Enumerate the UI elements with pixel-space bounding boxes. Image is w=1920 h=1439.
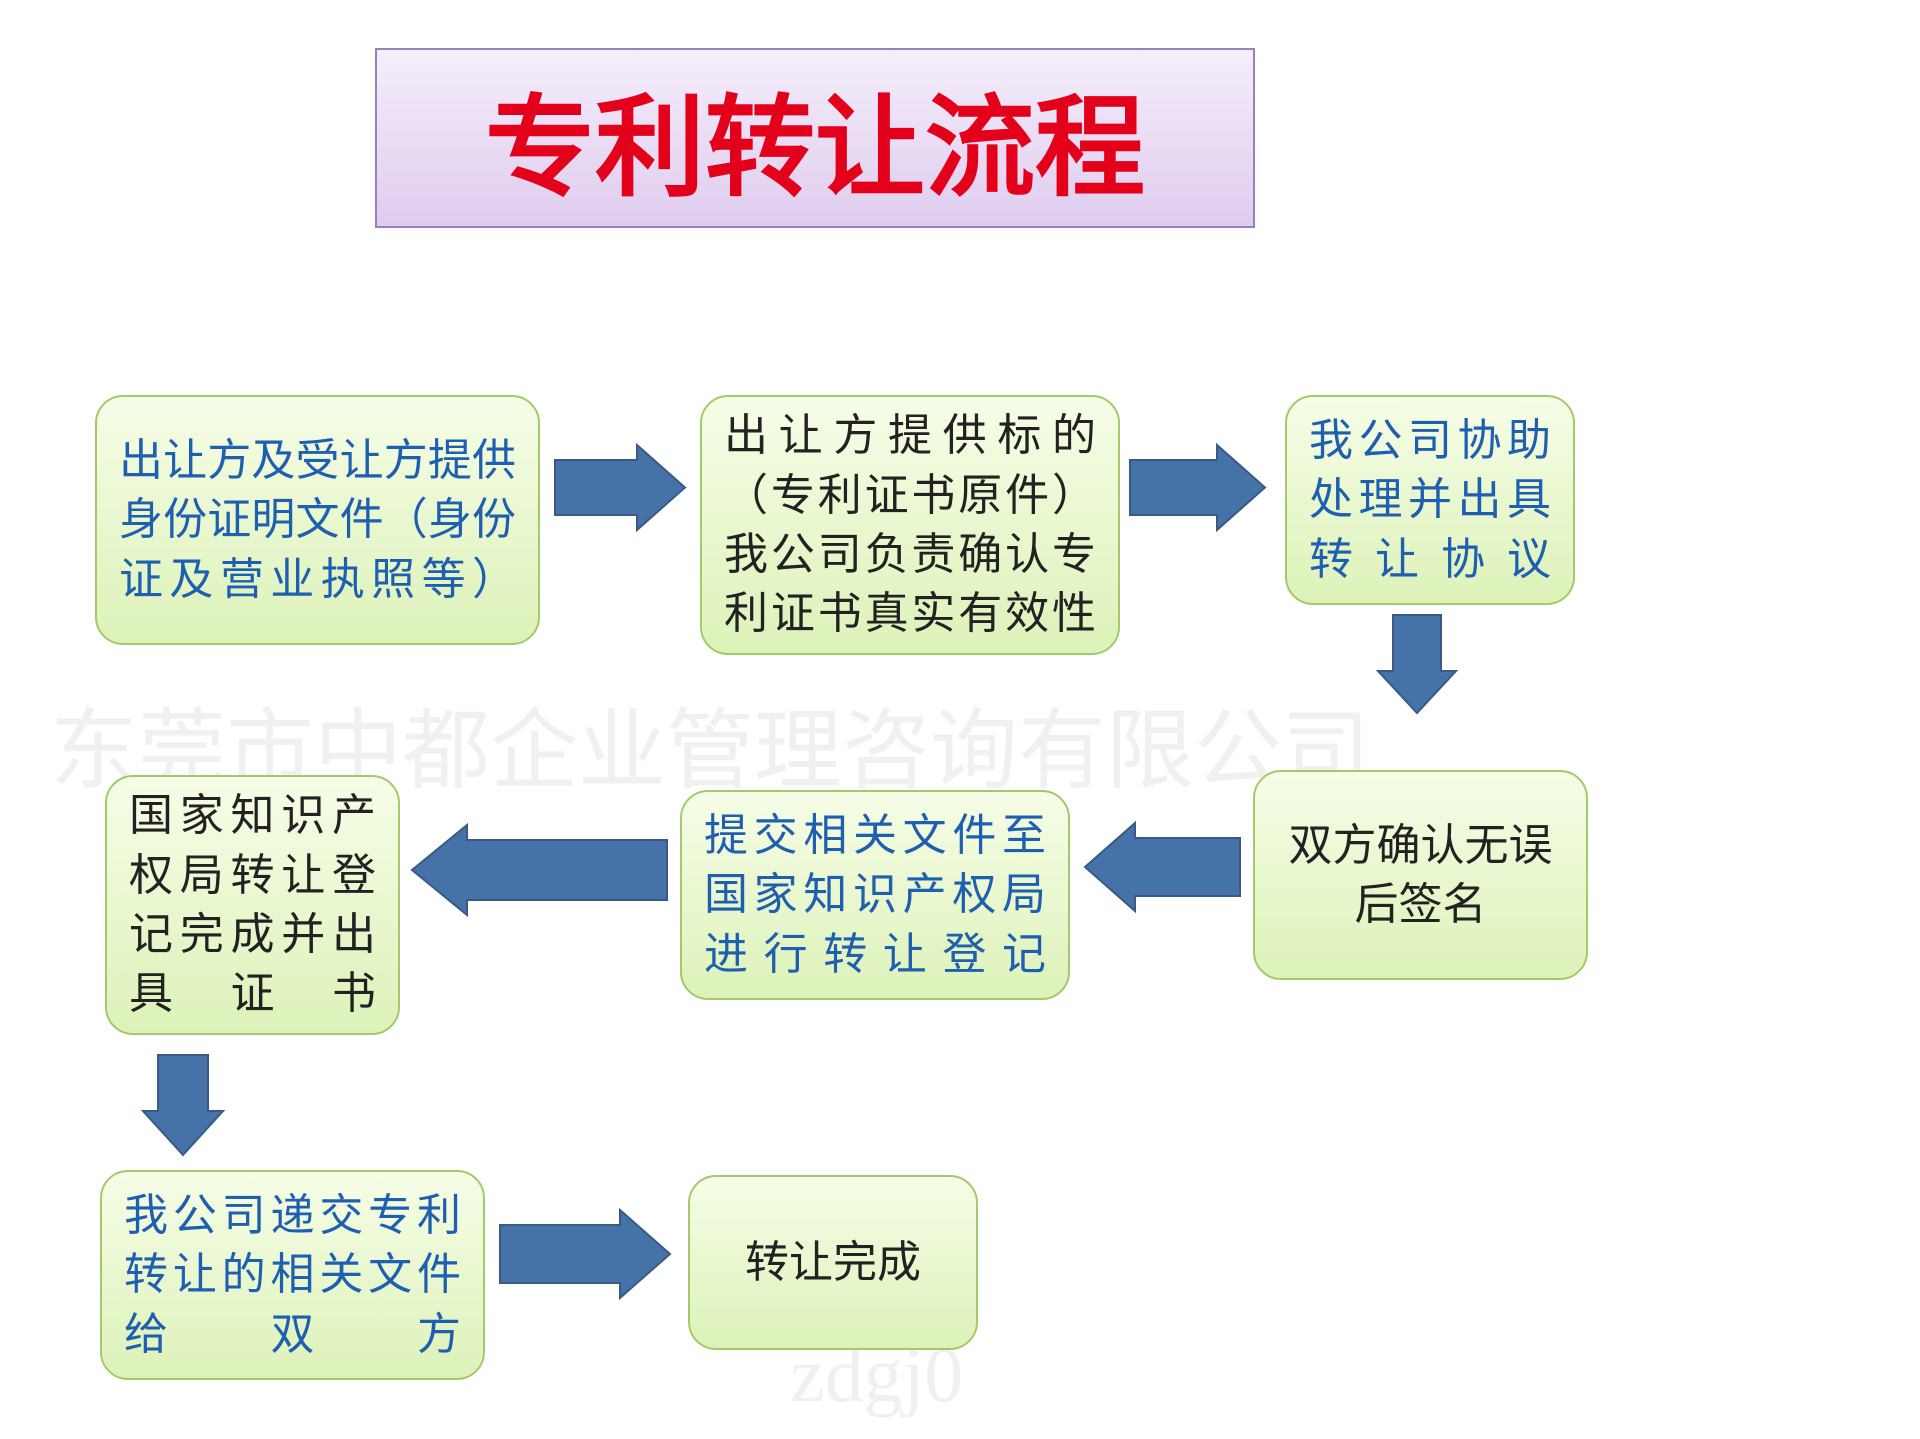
flow-node-n5: 提交相关文件至国家知识产权局进行转让登记	[680, 790, 1070, 1000]
flow-node-n7: 我公司递交专利转让的相关文件给双方	[100, 1170, 485, 1380]
flow-node-text: 双方确认无误后签名	[1277, 816, 1564, 935]
flow-node-n1: 出让方及受让方提供身份证明文件（身份证及营业执照等）	[95, 395, 540, 645]
arrow-a5	[412, 825, 667, 915]
flow-node-n8: 转让完成	[688, 1175, 978, 1350]
flow-node-text: 提交相关文件至国家知识产权局进行转让登记	[704, 806, 1046, 984]
flow-node-text: 我公司递交专利转让的相关文件给双方	[124, 1186, 461, 1364]
flow-node-text: 国家知识产权局转让登记完成并出具证书	[129, 786, 376, 1024]
flow-node-text: 我公司协助处理并出具转让协议	[1309, 411, 1551, 589]
flow-node-n4: 双方确认无误后签名	[1253, 770, 1588, 980]
arrow-a4	[1085, 823, 1240, 911]
arrow-a3	[1378, 615, 1456, 713]
arrow-a6	[143, 1055, 223, 1155]
flow-node-n2: 出让方提供标的（专利证书原件）我公司负责确认专利证书真实有效性	[700, 395, 1120, 655]
diagram-title-text: 专利转让流程	[485, 58, 1145, 218]
arrow-a2	[1130, 445, 1265, 530]
arrow-a7	[500, 1210, 670, 1298]
flow-node-n3: 我公司协助处理并出具转让协议	[1285, 395, 1575, 605]
flow-node-text: 出让方及受让方提供身份证明文件（身份证及营业执照等）	[119, 431, 516, 609]
arrow-a1	[555, 445, 685, 530]
diagram-title: 专利转让流程	[375, 48, 1255, 228]
flow-node-text: 转让完成	[745, 1233, 921, 1292]
flow-node-text: 出让方提供标的（专利证书原件）我公司负责确认专利证书真实有效性	[724, 406, 1096, 644]
flow-node-n6: 国家知识产权局转让登记完成并出具证书	[105, 775, 400, 1035]
